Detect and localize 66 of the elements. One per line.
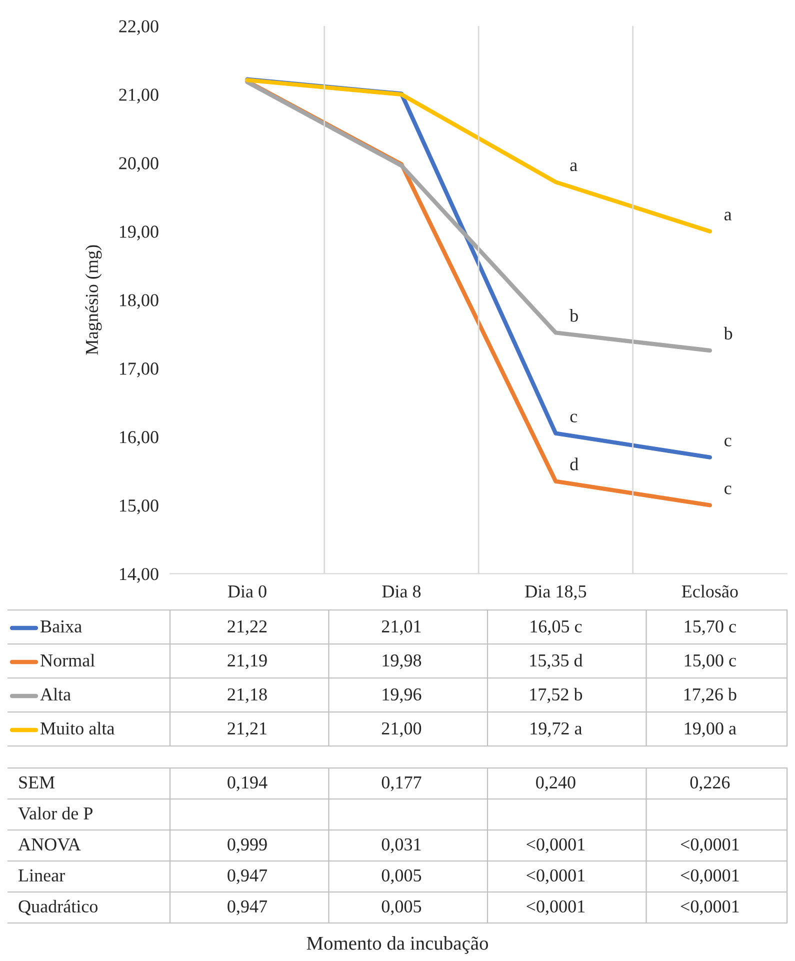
x-tick-label: Eclosão	[682, 584, 738, 598]
y-tick-label: 17,00	[120, 362, 158, 378]
text: 0,005	[382, 869, 422, 884]
text: <0,0001	[526, 869, 585, 884]
text: 0,177	[382, 776, 422, 792]
text: Momento da incubação	[306, 936, 488, 954]
text: Valor de P	[18, 806, 92, 820]
x-tick-label: Dia 8	[382, 585, 421, 598]
annotation: b	[724, 326, 732, 340]
text: 0,005	[382, 900, 422, 916]
annotation: a	[570, 162, 578, 172]
data-label: 17,26 b	[684, 688, 736, 704]
data-label: 17,52 b	[530, 688, 582, 704]
text: ANOVA	[18, 838, 81, 851]
line-series	[245, 78, 712, 234]
x-tick-label: Dia 18,5	[525, 585, 586, 600]
data-label: 21,01	[382, 620, 421, 636]
data-label: 19,00 a	[684, 722, 736, 738]
text: 0,240	[536, 776, 576, 792]
text: 0,999	[228, 838, 267, 854]
annotation: a	[724, 212, 732, 220]
legend-label: Normal	[40, 654, 95, 667]
legend-label: Muito alta	[40, 722, 114, 735]
y-tick-label: 20,00	[119, 157, 158, 172]
data-label: 19,98	[382, 654, 422, 670]
data-label: 15,00 c	[684, 654, 736, 670]
data-label: 21,19	[228, 654, 267, 670]
y-axis-title: Magnésio (mg)	[85, 245, 102, 355]
legend-label: Alta	[40, 688, 71, 701]
data-label: 21,00	[382, 722, 422, 738]
y-tick-label: 15,00	[120, 500, 158, 514]
data-label: 15,35 d	[530, 654, 583, 670]
y-tick-label: 19,00	[120, 226, 158, 240]
text: <0,0001	[680, 869, 739, 884]
legend-label: Baixa	[40, 620, 82, 633]
text: 0,947	[228, 900, 268, 916]
text: 0,947	[228, 869, 268, 884]
text: 0,226	[690, 776, 730, 792]
y-tick-label: 22,00	[119, 20, 158, 35]
annotation: c	[724, 438, 732, 446]
y-tick-label: 16,00	[120, 431, 158, 446]
text: <0,0001	[680, 900, 739, 916]
y-tick-label: 18,00	[120, 294, 158, 309]
text: <0,0001	[526, 838, 585, 854]
annotation: c	[570, 414, 578, 422]
y-tick-label: 21,00	[119, 88, 158, 104]
text: 0,194	[228, 776, 268, 792]
data-label: 19,72 a	[530, 722, 582, 738]
annotation: b	[570, 309, 578, 322]
data-label: 21,21	[228, 722, 266, 738]
text: <0,0001	[526, 900, 585, 916]
line-series	[245, 80, 712, 353]
text: Linear	[18, 869, 65, 882]
data-label: 19,96	[382, 688, 422, 704]
text: SEM	[19, 776, 55, 789]
data-label: 15,70 c	[684, 620, 736, 636]
y-tick-label: 14,00	[120, 568, 158, 583]
x-tick-label: Dia 0	[228, 585, 266, 598]
data-label: 16,05 c	[530, 620, 582, 636]
annotation: c	[724, 486, 732, 494]
text: Quadrático	[18, 900, 98, 916]
data-label: 21,18	[228, 688, 267, 704]
annotation: d	[570, 458, 578, 470]
data-label: 21,22	[228, 620, 267, 636]
text: <0,0001	[680, 838, 739, 854]
text: 0,031	[382, 838, 421, 854]
